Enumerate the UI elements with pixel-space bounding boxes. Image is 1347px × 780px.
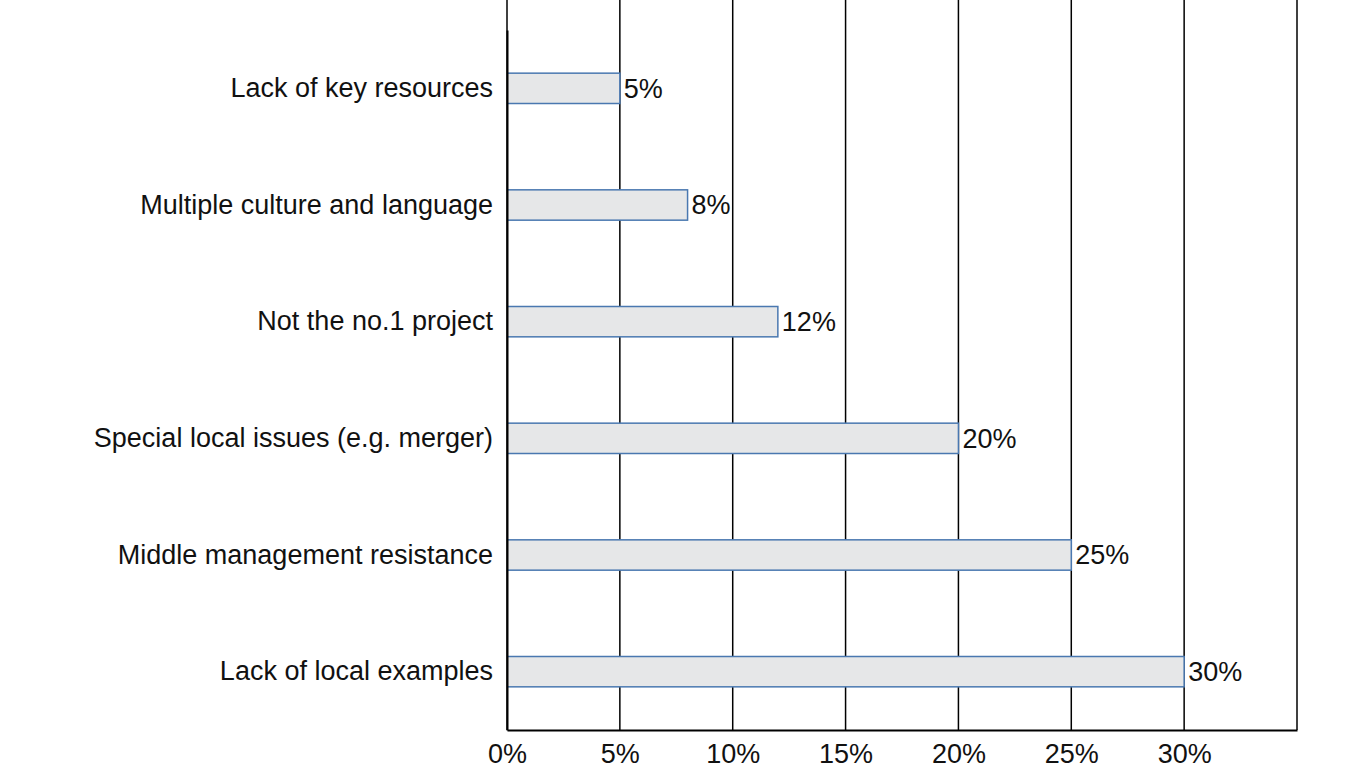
category-label: Lack of key resources [230, 73, 493, 103]
bar [507, 307, 778, 337]
category-label: Middle management resistance [118, 540, 493, 570]
grid-line [1071, 0, 1073, 730]
data-label: 12% [782, 307, 836, 337]
tick: 15% [819, 730, 873, 769]
data-label: 5% [624, 74, 663, 104]
tick: Lack of key resources [230, 73, 507, 103]
tick-label: 30% [1158, 739, 1212, 769]
axis-line [507, 31, 509, 731]
plot: 5% 8% 12% 20% 25% 30% 0% 5% 10% 15% 20% 25% 30% Lack … [94, 0, 1298, 769]
grid-line [506, 0, 508, 730]
bar [507, 657, 1184, 687]
chart: 5% 8% 12% 20% 25% 30% 0% 5% 10% 15% 20% 25% 30% Lack … [0, 0, 1347, 780]
tick-label: 20% [932, 739, 986, 769]
grid-line [958, 0, 960, 730]
grid-line [619, 0, 621, 730]
tick-label: 25% [1045, 739, 1099, 769]
tick: 0% [488, 730, 527, 769]
grid-line [1183, 0, 1185, 730]
category-label: Special local issues (e.g. merger) [94, 423, 493, 453]
grid-line [732, 0, 734, 730]
tick: 20% [932, 730, 986, 769]
y-axis: Lack of key resources Multiple culture an… [94, 31, 508, 731]
data-label: 30% [1188, 657, 1242, 687]
tick-label: 10% [706, 739, 760, 769]
data-labels: 5% 8% 12% 20% 25% 30% [624, 74, 1242, 687]
data-label: 8% [692, 190, 731, 220]
tick: 30% [1158, 730, 1212, 769]
tick: 25% [1045, 730, 1099, 769]
category-label: Not the no.1 project [257, 306, 493, 336]
bar [507, 423, 958, 453]
tick: Multiple culture and language [140, 190, 507, 220]
data-label: 25% [1075, 540, 1129, 570]
tick: Special local issues (e.g. merger) [94, 423, 507, 453]
tick: Not the no.1 project [257, 306, 507, 336]
x-axis: 0% 5% 10% 15% 20% 25% 30% [488, 730, 1298, 769]
bar [507, 190, 688, 220]
bar [507, 540, 1071, 570]
bar [507, 73, 620, 103]
plot-frame [1296, 0, 1298, 730]
grid [507, 0, 1184, 730]
tick-label: 0% [488, 739, 527, 769]
tick-label: 15% [819, 739, 873, 769]
axis-line [508, 730, 1298, 732]
category-label: Multiple culture and language [140, 190, 493, 220]
category-label: Lack of local examples [220, 656, 493, 686]
tick: 10% [706, 730, 760, 769]
tick-label: 5% [601, 739, 640, 769]
bars [507, 73, 1184, 687]
tick: Middle management resistance [118, 540, 507, 570]
tick: 5% [601, 730, 640, 769]
data-label: 20% [962, 424, 1016, 454]
grid-line [845, 0, 847, 730]
tick: Lack of local examples [220, 656, 507, 686]
